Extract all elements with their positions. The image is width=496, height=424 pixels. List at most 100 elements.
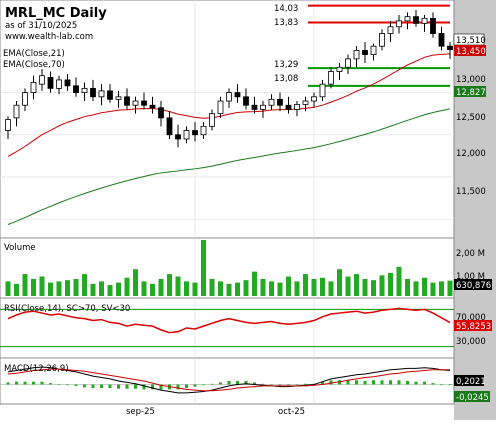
volume-bar <box>413 281 419 296</box>
macd-signal-tag <box>454 391 490 402</box>
macd-histogram-bar <box>244 381 248 385</box>
rsi-last-value: 55,8253 <box>456 322 491 332</box>
macd-histogram-bar <box>57 384 61 386</box>
volume-bar <box>286 276 291 296</box>
candle-body <box>107 90 113 100</box>
macd-histogram-bar <box>380 380 384 385</box>
price-tick-2: 12,000 <box>456 149 486 159</box>
macd-signal-value: -0,0245 <box>456 393 489 403</box>
volume-bar <box>175 276 181 296</box>
macd-histogram-bar <box>397 380 401 385</box>
candle-body <box>294 103 300 110</box>
candle-body <box>387 26 394 34</box>
ema70-line <box>7 108 451 225</box>
candle-body <box>166 117 173 136</box>
candle-body <box>200 125 207 136</box>
volume-bar <box>133 269 138 296</box>
macd-histogram-bar <box>125 384 129 389</box>
chart-title: MRL_MC Daily <box>5 6 107 21</box>
candle-body <box>362 50 368 56</box>
macd-histogram-bar <box>431 383 435 385</box>
volume-bar <box>303 274 308 296</box>
ema21-label: EMA(Close,21) <box>3 49 65 59</box>
volume-bar <box>405 278 410 296</box>
candle-body <box>302 100 309 105</box>
candle-body <box>39 75 45 85</box>
volume-bar <box>294 281 300 296</box>
macd-histogram-bar <box>304 383 307 385</box>
volume-bar <box>439 281 444 296</box>
macd-histogram-bar <box>32 381 35 385</box>
volume-bar <box>320 277 325 296</box>
candle-body <box>277 98 283 106</box>
macd-histogram-bar <box>448 384 452 386</box>
grid-lines <box>0 0 454 404</box>
rsi-value-tag <box>454 320 492 331</box>
volume-bar <box>269 281 274 296</box>
candle-body <box>64 79 71 87</box>
price-tick-3: 11,500 <box>456 187 486 197</box>
macd-value-tag <box>454 375 484 386</box>
volume-bar <box>82 274 87 296</box>
candle-body <box>149 104 156 109</box>
ema21-value: 13,450 <box>456 47 486 57</box>
volume-bar <box>226 283 232 296</box>
volume-bar <box>218 281 223 296</box>
volume-bar <box>48 282 53 296</box>
candle-body <box>328 71 334 85</box>
macd-histogram-bar <box>100 384 103 388</box>
volume-bar <box>345 276 351 296</box>
macd-histogram-bar <box>83 384 86 388</box>
volume-bar <box>328 281 334 296</box>
candle-body <box>353 50 360 60</box>
candle-body <box>124 96 130 106</box>
volume-bar <box>65 280 70 296</box>
macd-histogram-bar <box>423 381 426 385</box>
volume-bar <box>354 274 359 296</box>
volume-bar <box>192 282 198 296</box>
candle-body <box>336 66 343 72</box>
level-label-1: 14,03 <box>274 4 298 14</box>
ema70-tag <box>454 86 486 97</box>
candle-body <box>396 20 402 28</box>
macd-histogram-bar <box>261 383 265 385</box>
volume-bar <box>422 277 427 296</box>
candle-body <box>5 119 11 131</box>
candle-body <box>370 45 377 56</box>
x-label-sep: sep-25 <box>126 407 155 417</box>
macd-histogram-bar <box>91 384 95 388</box>
candle-body <box>438 33 445 47</box>
macd-histogram-bar <box>355 380 358 385</box>
candle-body <box>260 104 266 110</box>
volume-bar <box>107 285 113 296</box>
volume-label: Volume <box>4 243 36 253</box>
ema70-label: EMA(Close,70) <box>3 60 65 70</box>
macd-histogram-bar <box>202 384 205 386</box>
macd-histogram-bar <box>329 380 333 385</box>
rsi-series <box>0 307 454 348</box>
candle-body <box>311 96 317 102</box>
macd-histogram-bar <box>287 384 290 386</box>
candle-body <box>319 83 326 98</box>
macd-histogram-bar <box>210 383 214 385</box>
volume-bar <box>362 278 368 296</box>
volume-bar <box>201 240 206 296</box>
volume-bar <box>396 266 402 296</box>
candle-body <box>345 58 351 68</box>
volume-bar <box>116 282 121 296</box>
support-resistance-lines <box>308 4 450 87</box>
macd-histogram-bar <box>108 384 112 388</box>
volume-bar <box>31 278 36 296</box>
macd-histogram-bar <box>134 384 137 389</box>
macd-histogram-bar <box>236 381 239 385</box>
candle-body <box>132 100 139 106</box>
macd-histogram-bar <box>49 383 52 385</box>
volume-last-value: 630,876 <box>456 281 491 291</box>
candle-body <box>13 104 20 119</box>
candle-body <box>56 79 62 89</box>
site-url: www.wealth-lab.com <box>5 32 93 42</box>
macd-histogram-bar <box>23 381 27 385</box>
macd-histogram-bar <box>270 384 273 386</box>
